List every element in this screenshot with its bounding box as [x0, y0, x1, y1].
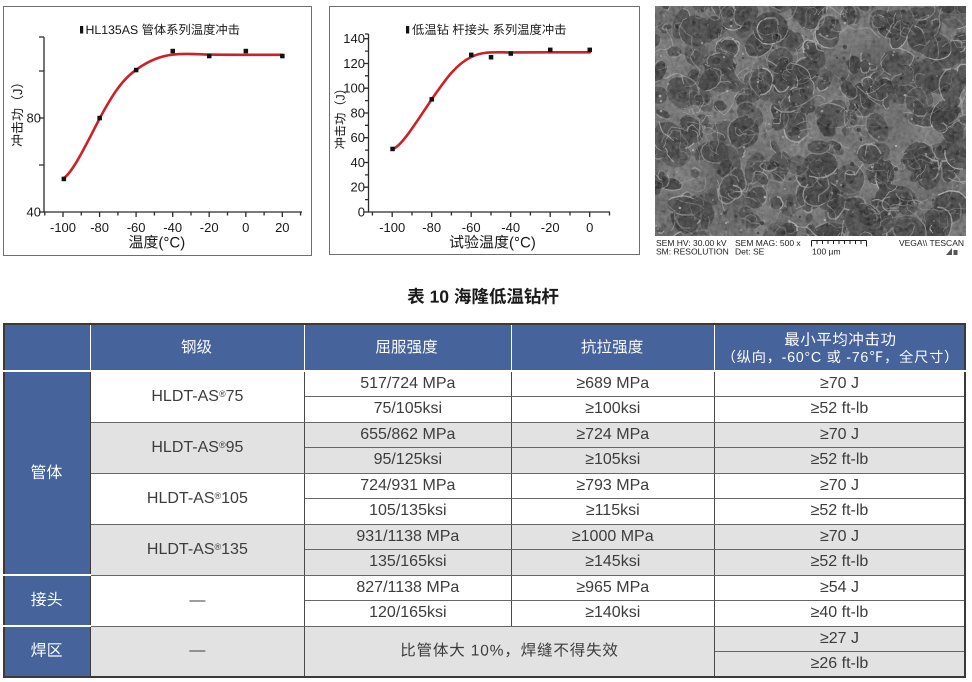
svg-text:SEM HV: 30.00 kV: SEM HV: 30.00 kV [656, 238, 727, 248]
svg-text:80: 80 [27, 111, 41, 126]
svg-text:VEGA\\ TESCAN: VEGA\\ TESCAN [899, 238, 964, 248]
svg-text:-60: -60 [127, 220, 146, 235]
svg-text:-80: -80 [90, 220, 109, 235]
svg-text:20: 20 [351, 180, 365, 195]
svg-text:Det: SE: Det: SE [735, 247, 765, 257]
svg-text:40: 40 [351, 155, 365, 170]
svg-text:140: 140 [343, 31, 365, 46]
svg-text:100 µm: 100 µm [812, 247, 841, 257]
svg-text:-100: -100 [50, 220, 76, 235]
svg-text:-60: -60 [462, 220, 481, 235]
svg-text:0: 0 [242, 220, 249, 235]
svg-text:-40: -40 [501, 220, 520, 235]
svg-text:-80: -80 [422, 220, 441, 235]
svg-text:-20: -20 [200, 220, 219, 235]
svg-text:0: 0 [586, 220, 593, 235]
svg-text:120: 120 [343, 56, 365, 71]
svg-text:80: 80 [351, 106, 365, 121]
svg-text:20: 20 [275, 220, 289, 235]
svg-text:-40: -40 [163, 220, 182, 235]
svg-text:60: 60 [351, 130, 365, 145]
svg-text:40: 40 [27, 205, 41, 220]
svg-text:100: 100 [343, 81, 365, 96]
svg-text:SEM MAG: 500 x: SEM MAG: 500 x [735, 238, 801, 248]
svg-text:SM: RESOLUTION: SM: RESOLUTION [656, 247, 729, 257]
svg-text:-20: -20 [541, 220, 560, 235]
svg-text:0: 0 [358, 205, 365, 220]
svg-text:-100: -100 [379, 220, 405, 235]
